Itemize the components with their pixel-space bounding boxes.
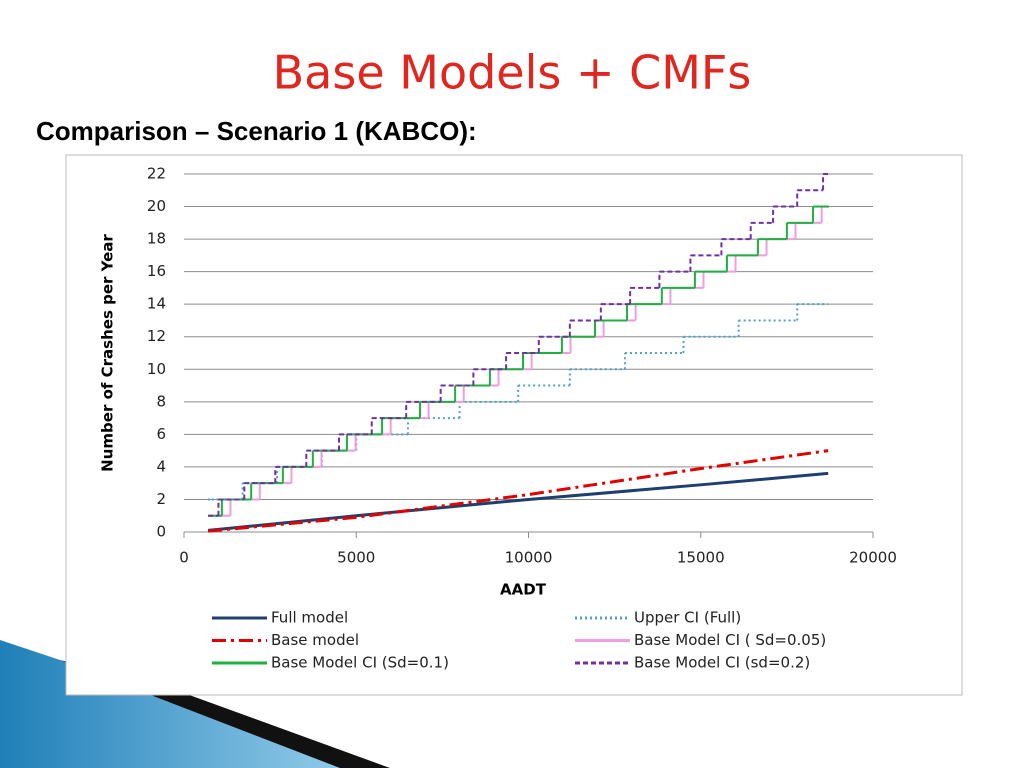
legend-label: Upper CI (Full) — [634, 609, 741, 627]
series-line — [207, 471, 829, 532]
y-tick-label: 4 — [156, 457, 166, 475]
legend-label: Full model — [271, 609, 348, 627]
y-axis-label: Number of Crashes per Year — [99, 234, 117, 472]
slide-subtitle: Comparison – Scenario 1 (KABCO): — [36, 116, 477, 146]
x-tick-label: 15000 — [677, 549, 725, 567]
legend-label: Base model — [271, 631, 359, 649]
y-tick-label: 2 — [156, 490, 166, 508]
y-tick-label: 20 — [147, 197, 166, 215]
x-tick-label: 20000 — [849, 549, 897, 567]
y-tick-label: 8 — [156, 392, 166, 410]
x-tick-label: 5000 — [337, 549, 375, 567]
x-tick-label: 10000 — [505, 549, 553, 567]
y-tick-label: 18 — [147, 230, 166, 248]
chart: AADT Number of Crashes per Year 0 2 4 6 8 10 1… — [99, 165, 897, 672]
y-tick-label: 22 — [147, 165, 166, 183]
legend-label: Base Model CI (sd=0.2) — [634, 654, 810, 672]
y-tick-label: 16 — [147, 262, 166, 280]
x-tick-label: 0 — [179, 549, 189, 567]
y-tick-label: 12 — [147, 327, 166, 345]
y-tick-label: 6 — [156, 425, 166, 443]
legend-label: Base Model CI (Sd=0.1) — [271, 654, 449, 672]
legend-label: Base Model CI ( Sd=0.05) — [634, 631, 826, 649]
x-axis-label: AADT — [500, 581, 547, 599]
y-tick-label: 10 — [147, 360, 166, 378]
y-tick-label: 14 — [147, 295, 166, 313]
y-tick-label: 0 — [156, 523, 166, 541]
slide-title: Base Models + CMFs — [273, 46, 752, 100]
chart-frame — [65, 154, 963, 696]
